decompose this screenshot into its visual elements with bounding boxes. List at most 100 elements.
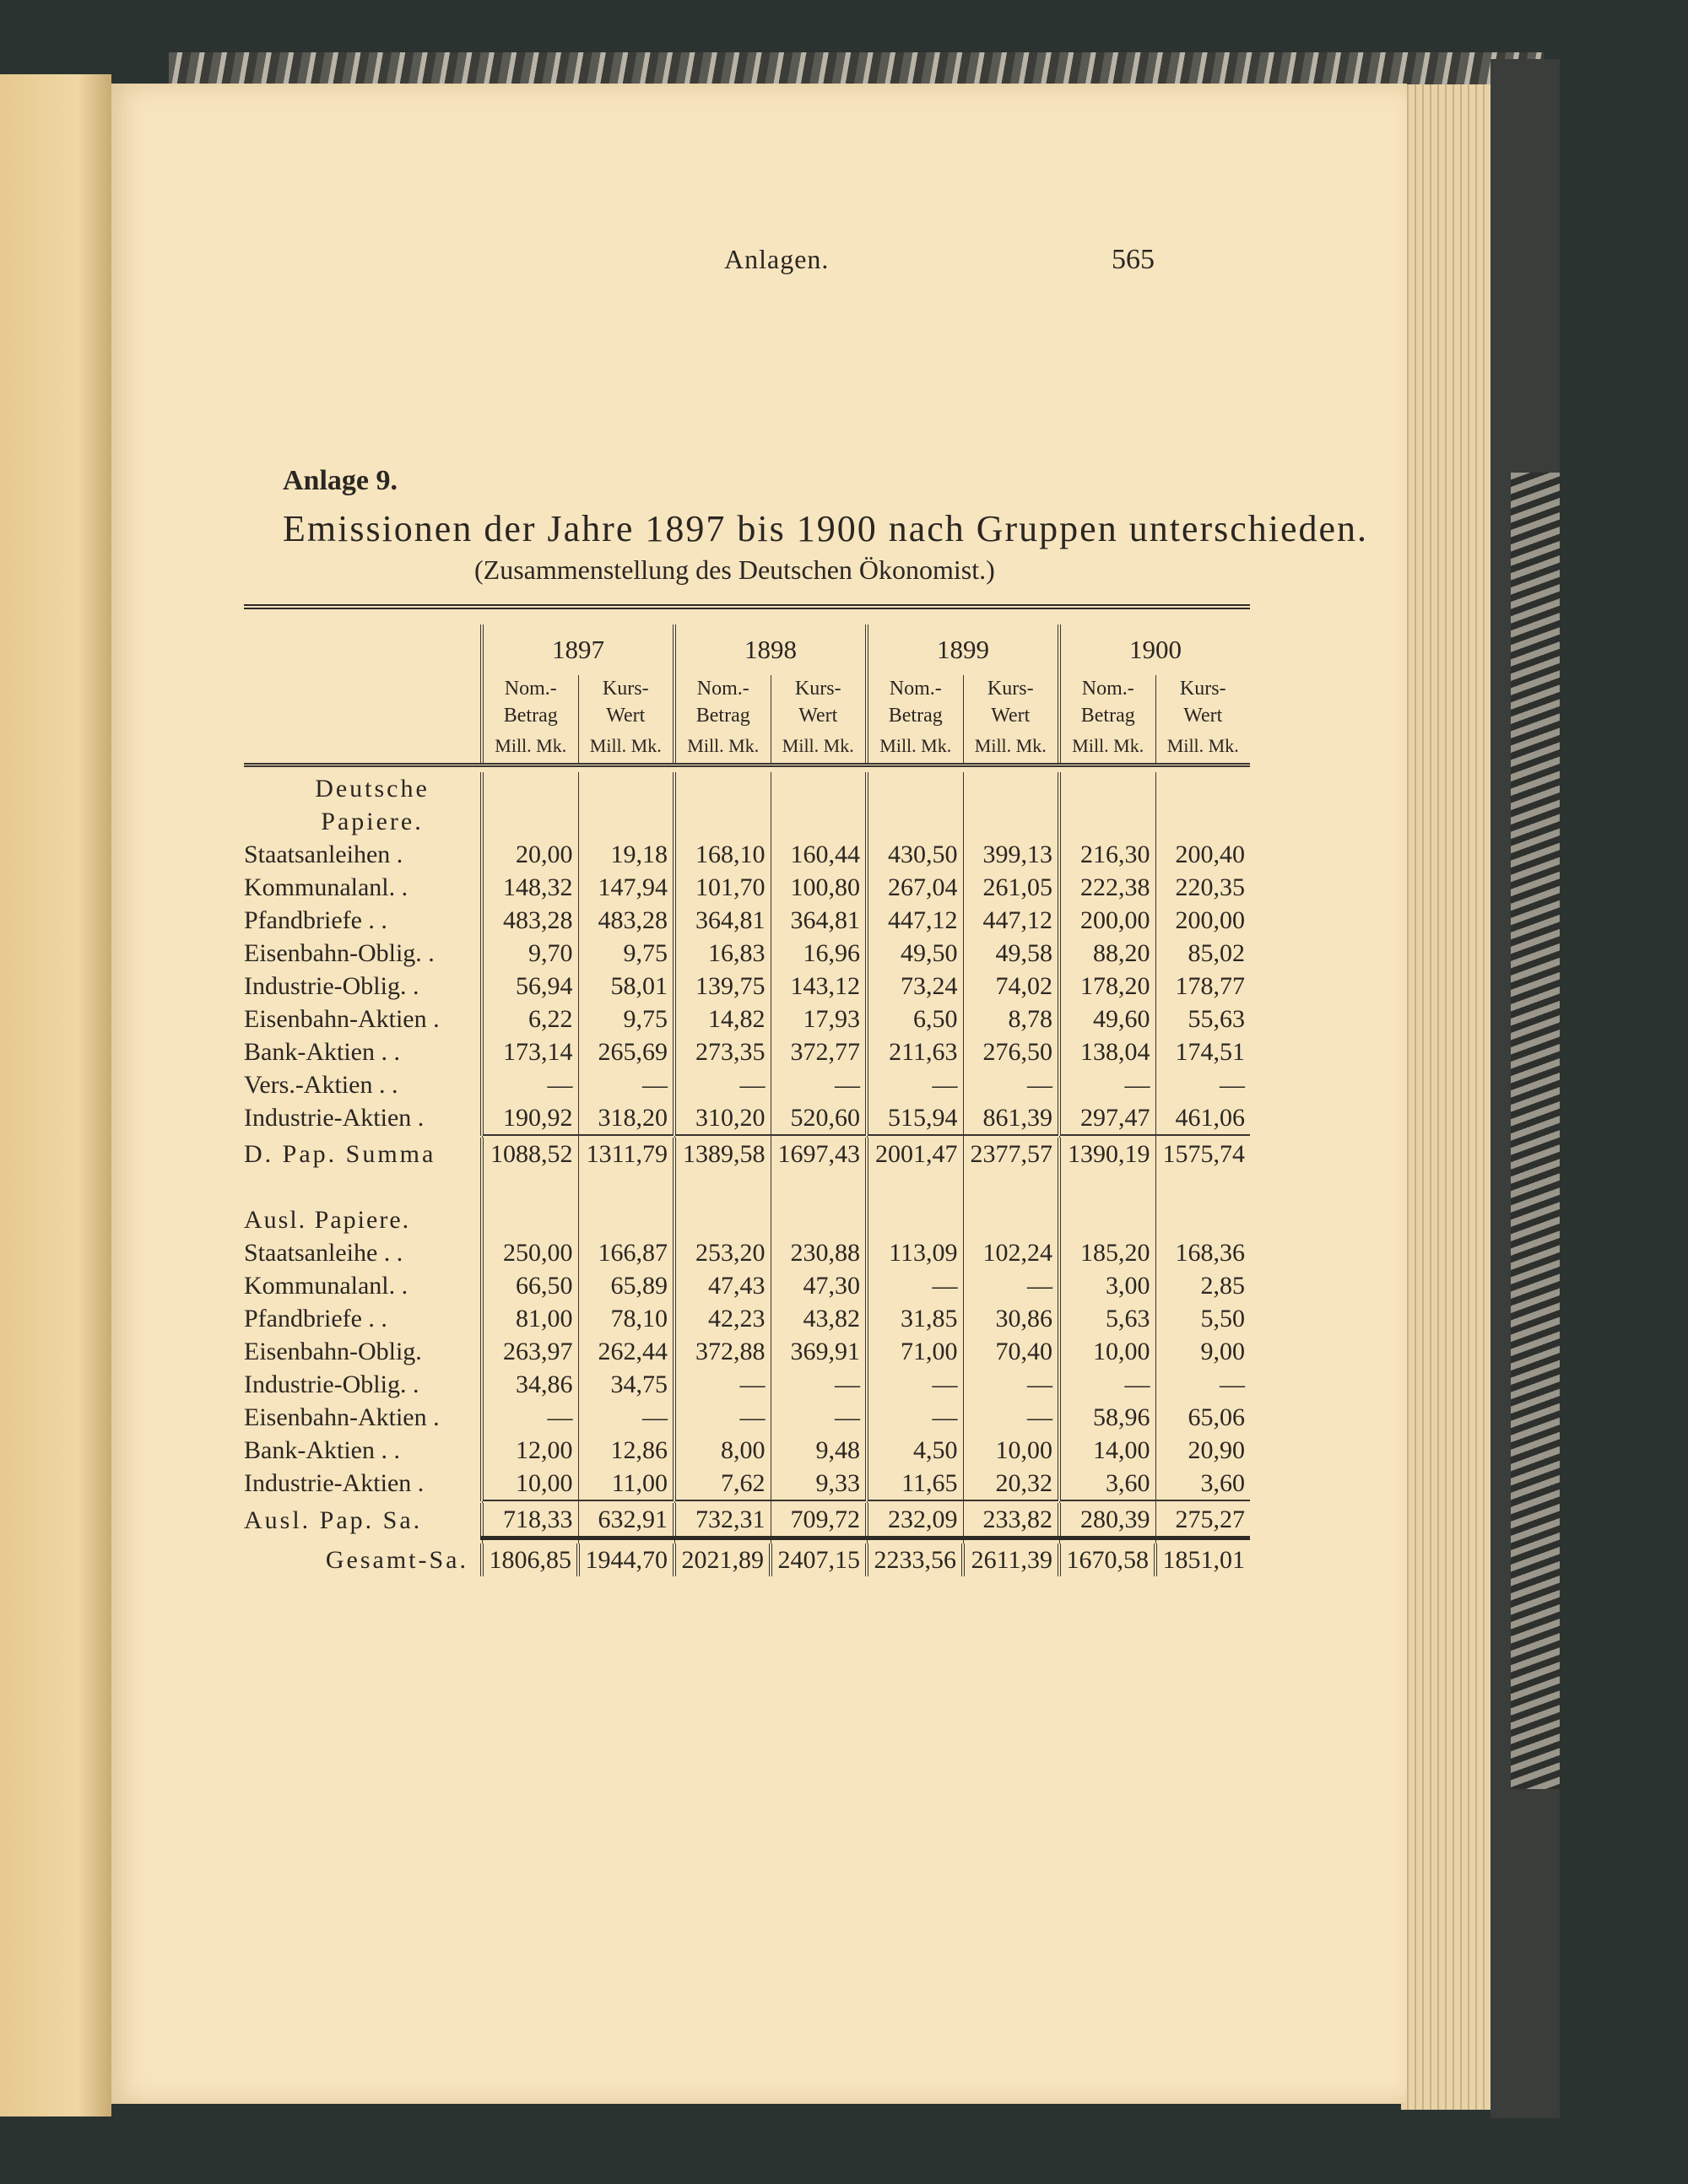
row-label: Bank-Aktien . . [244,1037,400,1066]
value-cell: 253,20 [673,1236,771,1269]
value-cell: 263,97 [480,1335,578,1368]
empty-cell [577,805,674,838]
value-cell: 1851,01 [1154,1543,1250,1576]
cover-ornament-top [169,52,1545,86]
appendix-label: Anlage 9. [283,465,398,496]
value-cell: 4,50 [865,1434,963,1467]
table-row: Pfandbriefe . . 483,28 483,28 364,81 364,81 4… [244,904,1250,937]
value-cell: — [1058,1068,1155,1101]
value-cell: 9,75 [577,1003,674,1035]
empty-cell [577,772,674,805]
empty-cell [962,805,1059,838]
value-cell: 20,32 [962,1467,1059,1500]
empty-cell [673,805,771,838]
empty-cell [962,772,1059,805]
unit-header: Mill. Mk. [1058,729,1155,765]
value-cell: 275,27 [1155,1503,1250,1538]
rule [481,1134,578,1138]
value-cell: 310,20 [673,1101,771,1135]
value-cell: 47,30 [770,1269,867,1302]
value-cell: 364,81 [673,904,771,937]
value-cell: 49,60 [1058,1003,1155,1035]
value-cell: 2377,57 [962,1138,1059,1170]
table-row: Staatsanleihen . 20,00 19,18 168,10 160,44 43… [244,838,1250,871]
total-row: Gesamt-Sa. 1806,85 1944,70 2021,89 2407,15 22… [244,1543,1250,1576]
rule [962,1536,1059,1543]
nom-header: Nom.- [673,675,771,702]
rule [866,1536,963,1543]
value-cell: 216,30 [1058,838,1155,871]
value-cell: — [673,1368,771,1401]
table-row: Eisenbahn-Oblig. . 9,70 9,75 16,83 16,96 49,5… [244,937,1250,970]
value-cell: 2407,15 [769,1543,867,1576]
empty-cell [480,1203,578,1236]
row-label: Industrie-Aktien . [244,1469,425,1497]
value-cell: 11,00 [577,1467,674,1500]
value-cell: 9,75 [577,937,674,970]
row-label: Staatsanleihen . [244,840,403,868]
nom-header: Nom.- [1058,675,1155,702]
year-header: 1900 [1058,624,1250,675]
value-cell: — [770,1368,867,1401]
value-cell: 447,12 [962,904,1059,937]
value-cell: 9,33 [770,1467,867,1500]
value-cell: 58,01 [577,970,674,1003]
value-cell: 166,87 [577,1236,674,1269]
value-cell: 65,89 [577,1269,674,1302]
row-label: Industrie-Oblig. . [244,1370,419,1398]
empty-cell [865,1170,963,1203]
value-cell: 10,00 [480,1467,578,1500]
value-cell: 632,91 [577,1503,674,1538]
value-cell: — [962,1269,1059,1302]
unit-header: Mill. Mk. [1155,729,1250,765]
rule [577,1536,674,1543]
value-cell: 143,12 [770,970,867,1003]
rule [962,1500,1059,1503]
value-cell: 11,65 [865,1467,963,1500]
value-cell: — [480,1401,578,1434]
nom-header: Betrag [673,702,771,729]
row-label: Eisenbahn-Oblig. . [244,938,435,967]
left-page-edge [0,74,111,2116]
value-cell: — [865,1269,963,1302]
value-cell: 173,14 [480,1035,578,1068]
value-cell: 461,06 [1155,1101,1250,1135]
nom-header: Nom.- [865,675,963,702]
value-cell: 113,09 [865,1236,963,1269]
value-cell: 16,96 [770,937,867,970]
table-row: Vers.-Aktien . . — — — — — — — — [244,1068,1250,1101]
value-cell: — [962,1401,1059,1434]
table-row: Pfandbriefe . . 81,00 78,10 42,23 43,82 31,85… [244,1302,1250,1335]
value-cell: 2233,56 [865,1543,963,1576]
value-cell: 200,40 [1155,838,1250,871]
value-cell: 43,82 [770,1302,867,1335]
value-cell: 200,00 [1155,904,1250,937]
value-cell: 211,63 [865,1035,963,1068]
value-cell: 483,28 [577,904,674,937]
table-row: Industrie-Aktien . 10,00 11,00 7,62 9,33 11,6… [244,1467,1250,1500]
value-cell: 399,13 [962,838,1059,871]
value-cell: 185,20 [1058,1236,1155,1269]
empty-cell [770,805,867,838]
value-cell: 230,88 [770,1236,867,1269]
section-heading-row: Deutsche [244,772,1250,805]
rule [866,1134,963,1138]
value-cell: 16,83 [673,937,771,970]
page-number: 565 [1112,244,1155,275]
value-cell: 369,91 [770,1335,867,1368]
value-cell: 102,24 [962,1236,1059,1269]
nom-header: Betrag [480,702,578,729]
kurs-header: Kurs- [962,675,1059,702]
value-cell: 31,85 [865,1302,963,1335]
value-cell: — [1058,1368,1155,1401]
stub-header [244,702,482,729]
rule [770,1500,867,1503]
page-edges [1401,84,1492,2110]
section-heading-row: Ausl. Papiere. [244,1203,1250,1236]
value-cell: 709,72 [770,1503,867,1538]
table-row: Industrie-Oblig. . 56,94 58,01 139,75 143,12… [244,970,1250,1003]
empty-cell [1058,1170,1155,1203]
value-cell: 19,18 [577,838,674,871]
table-row: Eisenbahn-Aktien . — — — — — —58,96 65,06 [244,1401,1250,1434]
value-cell: 265,69 [577,1035,674,1068]
